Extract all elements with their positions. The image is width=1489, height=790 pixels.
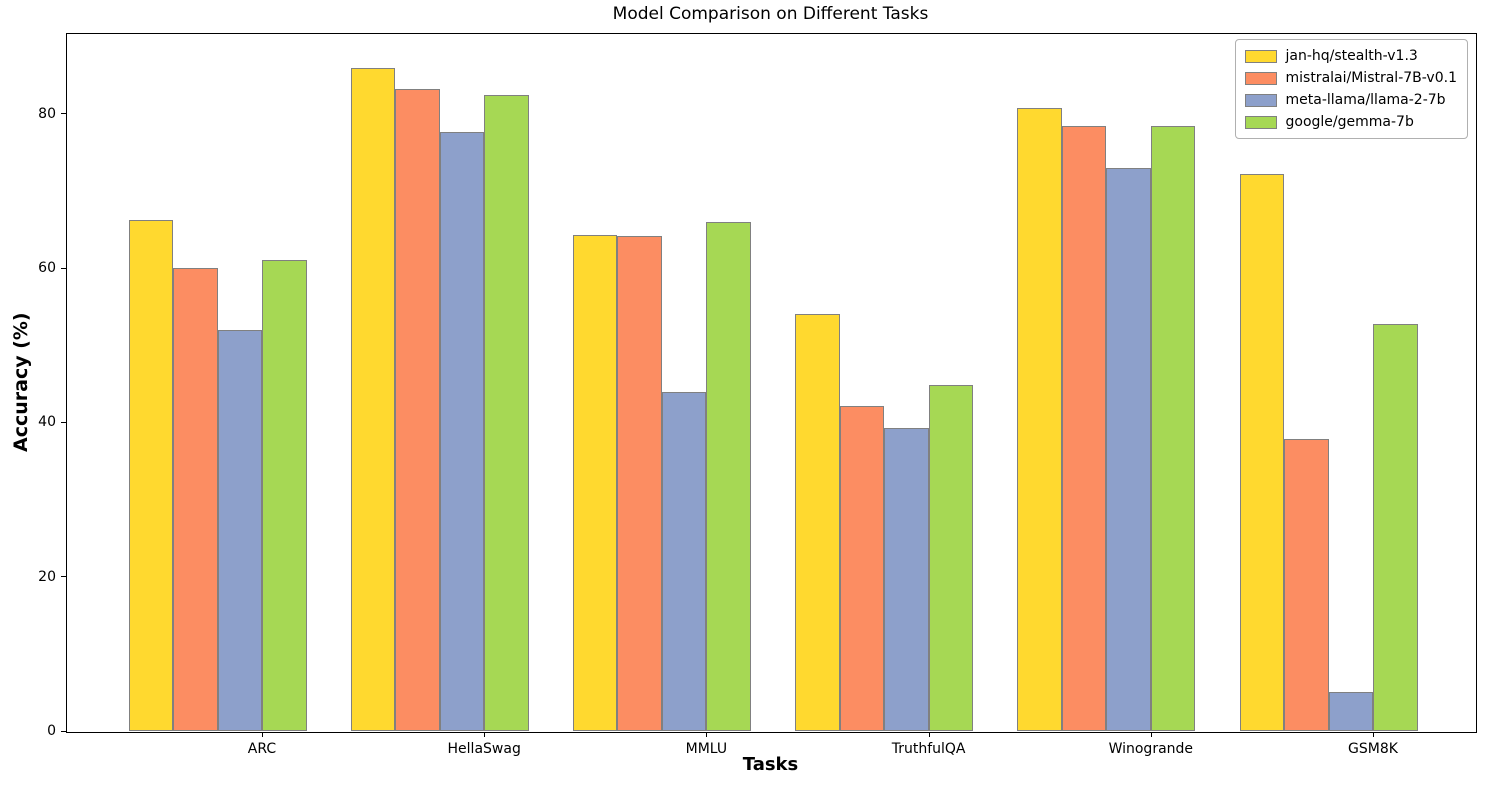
y-tick-label: 20 bbox=[38, 568, 56, 585]
bar-meta-llama-llama-2-7b-truthfulqa bbox=[884, 427, 929, 731]
bar-mistralai-mistral-7b-v0-1-winogrande bbox=[1061, 126, 1107, 731]
bar-google-gemma-7b-mmlu bbox=[706, 221, 751, 731]
x-tick-label-mmlu: MMLU bbox=[685, 741, 728, 757]
legend-label: mistralai/Mistral-7B-v0.1 bbox=[1285, 70, 1458, 86]
x-tick-mark bbox=[928, 732, 930, 737]
x-tick-label-gsm8k: GSM8K bbox=[1348, 741, 1398, 757]
y-tick-label: 0 bbox=[47, 723, 56, 739]
legend-label: jan-hq/stealth-v1.3 bbox=[1285, 48, 1418, 64]
x-tick-mark bbox=[1373, 732, 1374, 737]
x-tick-label-hellaswag: HellaSwag bbox=[447, 741, 521, 757]
bar-meta-llama-llama-2-7b-arc bbox=[217, 329, 262, 731]
legend-swatch bbox=[1244, 115, 1277, 129]
x-tick-label-winogrande: Winogrande bbox=[1108, 741, 1194, 757]
legend: jan-hq/stealth-v1.3 mistralai/Mistral-7B-… bbox=[1234, 39, 1468, 139]
x-tick-mark bbox=[706, 732, 708, 737]
bar-jan-hq-stealth-v1-3-winogrande bbox=[1017, 107, 1062, 731]
y-tick-mark bbox=[61, 113, 66, 115]
y-tick-label: 80 bbox=[38, 105, 56, 122]
y-tick-label: 60 bbox=[38, 260, 56, 277]
chart-title: Model Comparison on Different Tasks bbox=[612, 4, 929, 24]
x-tick-mark bbox=[1150, 732, 1152, 737]
bar-google-gemma-7b-hellaswag bbox=[484, 94, 529, 731]
y-tick-label: 40 bbox=[38, 414, 56, 431]
bar-jan-hq-stealth-v1-3-truthfulqa bbox=[795, 313, 840, 731]
legend-label: meta-llama/llama-2-7b bbox=[1285, 92, 1446, 108]
bar-jan-hq-stealth-v1-3-hellaswag bbox=[350, 67, 396, 731]
y-axis-label: Accuracy (%) bbox=[10, 312, 32, 452]
bar-google-gemma-7b-winogrande bbox=[1150, 125, 1196, 731]
bar-google-gemma-7b-gsm8k bbox=[1373, 323, 1418, 731]
legend-row: jan-hq/stealth-v1.3 bbox=[1244, 47, 1458, 65]
legend-row: google/gemma-7b bbox=[1244, 113, 1458, 131]
legend-row: meta-llama/llama-2-7b bbox=[1244, 91, 1458, 109]
bar-jan-hq-stealth-v1-3-mmlu bbox=[572, 235, 618, 731]
bar-mistralai-mistral-7b-v0-1-hellaswag bbox=[395, 88, 440, 731]
bar-meta-llama-llama-2-7b-hellaswag bbox=[439, 131, 485, 731]
bar-meta-llama-llama-2-7b-winogrande bbox=[1106, 167, 1151, 731]
bar-google-gemma-7b-truthfulqa bbox=[928, 385, 974, 731]
x-tick-mark bbox=[262, 732, 263, 737]
legend-swatch bbox=[1244, 49, 1277, 63]
x-tick-mark bbox=[484, 732, 486, 737]
x-tick-label-truthfulqa: TruthfulQA bbox=[891, 741, 966, 757]
y-tick-mark bbox=[61, 267, 66, 269]
y-tick-mark bbox=[61, 576, 66, 578]
y-tick-mark bbox=[61, 730, 66, 732]
x-tick-label-arc: ARC bbox=[247, 741, 277, 757]
legend-label: google/gemma-7b bbox=[1285, 114, 1414, 130]
y-tick-mark bbox=[61, 421, 66, 423]
bar-mistralai-mistral-7b-v0-1-mmlu bbox=[617, 235, 662, 731]
legend-swatch bbox=[1244, 71, 1277, 85]
bar-google-gemma-7b-arc bbox=[262, 259, 307, 731]
bar-mistralai-mistral-7b-v0-1-truthfulqa bbox=[839, 405, 885, 731]
bar-jan-hq-stealth-v1-3-arc bbox=[128, 219, 173, 731]
bar-meta-llama-llama-2-7b-mmlu bbox=[661, 391, 707, 731]
bar-mistralai-mistral-7b-v0-1-gsm8k bbox=[1284, 439, 1329, 731]
x-axis-label: Tasks bbox=[742, 754, 799, 775]
legend-swatch bbox=[1244, 93, 1277, 107]
legend-row: mistralai/Mistral-7B-v0.1 bbox=[1244, 69, 1458, 87]
bar-jan-hq-stealth-v1-3-gsm8k bbox=[1239, 174, 1284, 731]
bar-meta-llama-llama-2-7b-gsm8k bbox=[1328, 692, 1373, 731]
bar-mistralai-mistral-7b-v0-1-arc bbox=[173, 268, 218, 731]
